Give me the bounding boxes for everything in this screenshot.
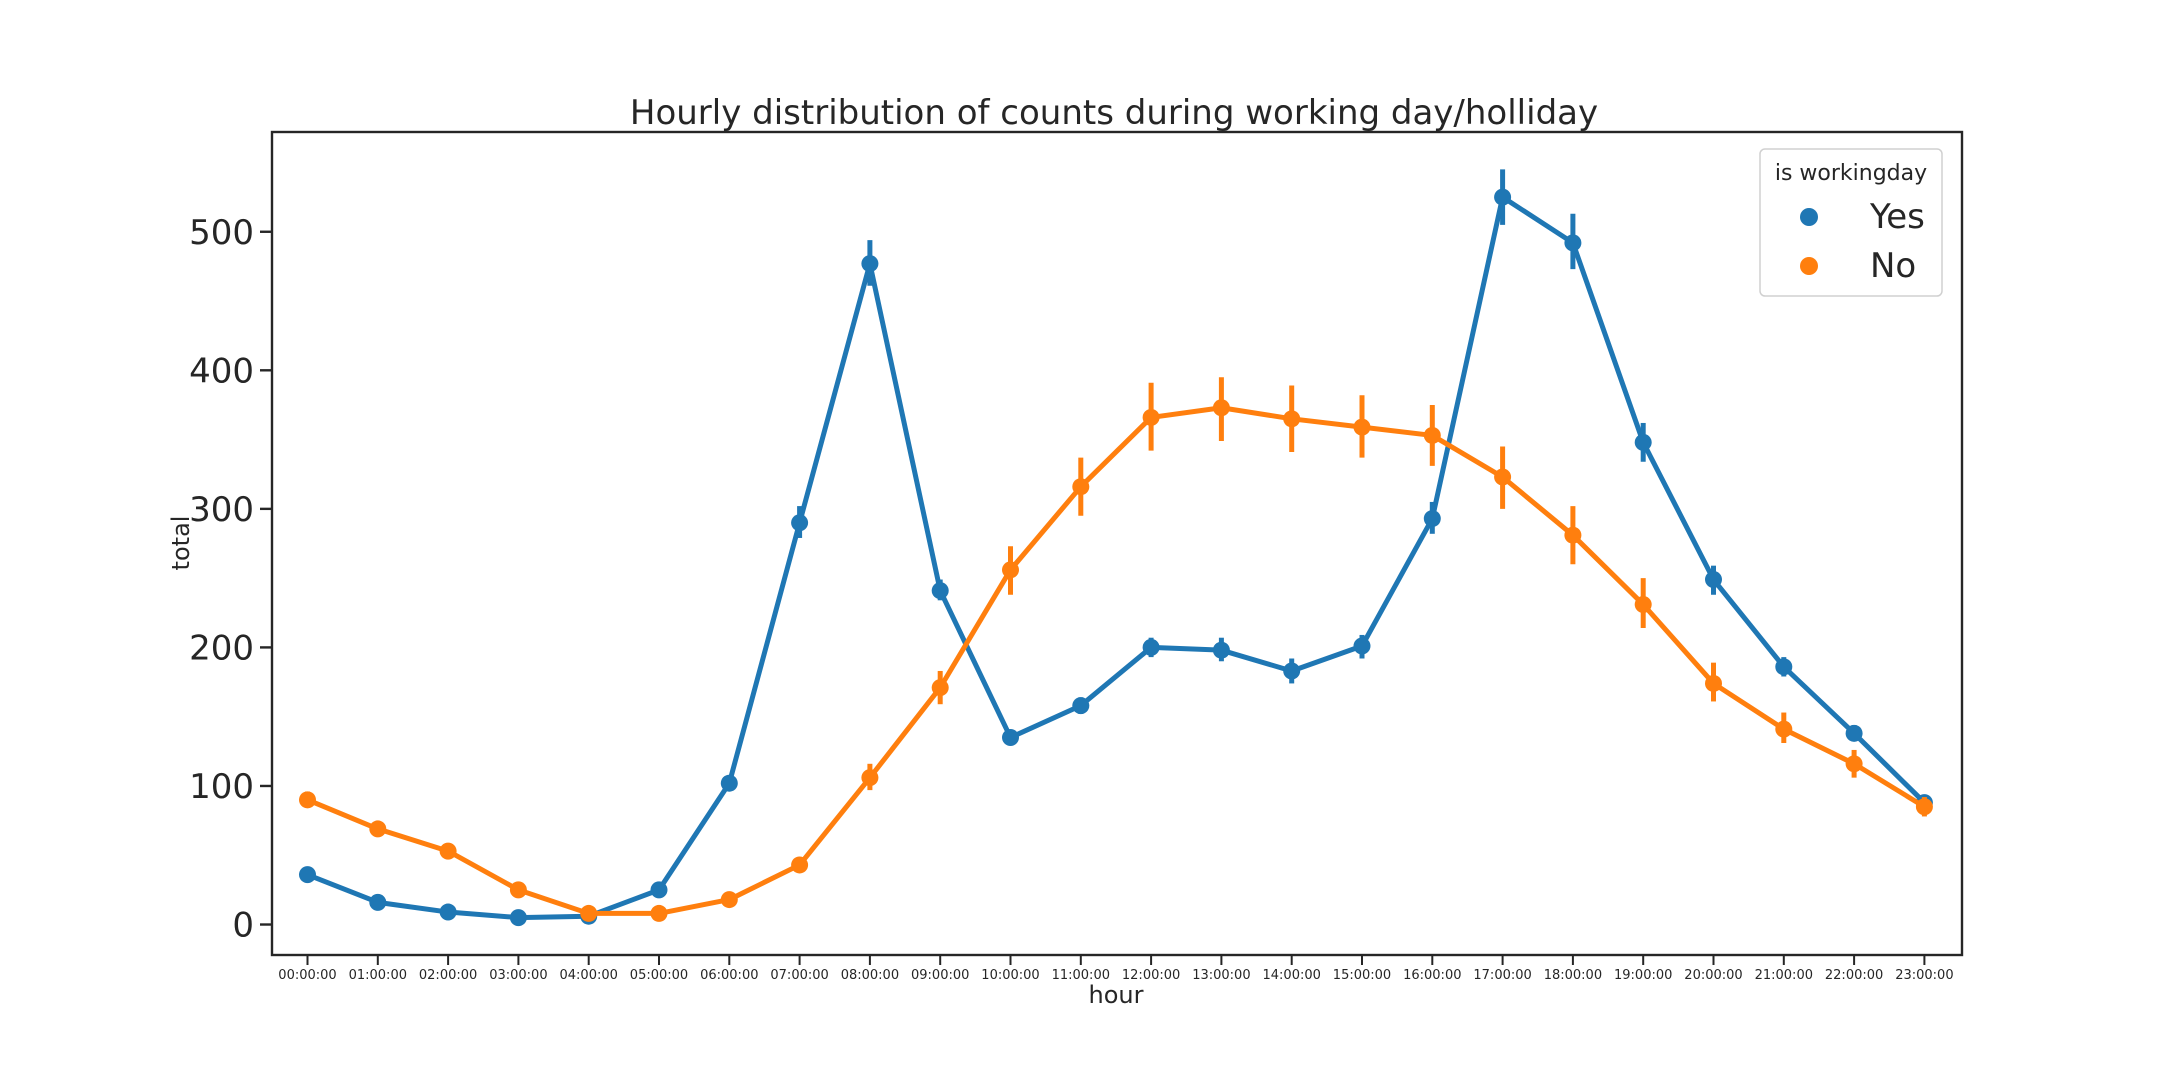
x-axis: 00:00:00 01:00:00 02:00:00 03:00:00 04:00:00… [278, 955, 1954, 983]
y-tick-label: 0 [232, 906, 254, 946]
x-tick-label: 19:00:00 [1614, 968, 1672, 983]
y-axis: 0 100 200 300 400 500 [189, 213, 272, 946]
data-point [1845, 724, 1863, 742]
series-line [305, 194, 1927, 921]
x-tick-label: 02:00:00 [419, 968, 477, 983]
x-tick-label: 01:00:00 [349, 968, 407, 983]
y-tick-label: 500 [189, 213, 254, 253]
data-point [369, 893, 387, 911]
data-point [580, 904, 598, 922]
data-point [369, 820, 387, 838]
data-point [1212, 641, 1230, 659]
x-tick-label: 00:00:00 [278, 968, 336, 983]
x-tick-label: 17:00:00 [1473, 968, 1531, 983]
data-point [1564, 234, 1582, 252]
data-point [861, 769, 879, 787]
data-point [1634, 595, 1652, 613]
legend: is workingday Yes No [1759, 148, 1943, 297]
data-point [1775, 720, 1793, 738]
data-point [439, 842, 457, 860]
x-tick-label: 07:00:00 [770, 968, 828, 983]
legend-marker-yes [1800, 208, 1818, 226]
legend-label-no: No [1870, 246, 1916, 286]
data-point [1423, 426, 1441, 444]
data-point [1142, 408, 1160, 426]
data-point [791, 514, 809, 532]
data-point [931, 582, 949, 600]
data-point [1494, 468, 1512, 486]
data-point [650, 904, 668, 922]
data-point [1423, 510, 1441, 528]
data-point [299, 866, 316, 884]
x-tick-label: 13:00:00 [1192, 968, 1250, 983]
data-point [791, 856, 809, 874]
data-point [1845, 755, 1863, 773]
data-point [1212, 399, 1230, 417]
data-point [1353, 418, 1371, 436]
data-point [1072, 478, 1090, 496]
data-point [1915, 798, 1933, 816]
x-tick-label: 05:00:00 [630, 968, 688, 983]
data-point [1142, 638, 1160, 656]
x-tick-label: 10:00:00 [981, 968, 1039, 983]
x-axis-label: hour [1089, 981, 1144, 1009]
data-point [1775, 658, 1793, 676]
y-tick-label: 100 [189, 767, 254, 807]
data-point [1002, 728, 1019, 746]
legend-title: is workingday [1775, 161, 1927, 186]
x-tick-label: 21:00:00 [1755, 968, 1813, 983]
y-tick-label: 200 [189, 628, 254, 668]
data-point [1072, 697, 1090, 715]
data-point [1283, 662, 1301, 680]
data-point [1705, 674, 1722, 692]
data-point [1634, 433, 1652, 451]
series-no [299, 377, 1933, 922]
data-point [931, 679, 949, 697]
x-tick-label: 06:00:00 [700, 968, 758, 983]
x-tick-label: 22:00:00 [1825, 968, 1883, 983]
chart-title: Hourly distribution of counts during wor… [630, 93, 1598, 133]
x-tick-label: 14:00:00 [1263, 968, 1321, 983]
x-tick-label: 15:00:00 [1333, 968, 1391, 983]
data-point [1564, 526, 1582, 544]
data-point [1002, 561, 1019, 579]
x-tick-label: 18:00:00 [1544, 968, 1602, 983]
data-point [650, 881, 668, 899]
x-tick-label: 23:00:00 [1895, 968, 1953, 983]
data-point [1494, 188, 1512, 206]
data-point [720, 891, 738, 909]
y-tick-label: 300 [189, 490, 254, 530]
x-tick-label: 04:00:00 [560, 968, 618, 983]
series-layer [299, 169, 1933, 927]
x-tick-label: 12:00:00 [1122, 968, 1180, 983]
data-point [299, 791, 316, 809]
x-tick-label: 11:00:00 [1052, 968, 1110, 983]
x-tick-label: 16:00:00 [1403, 968, 1461, 983]
x-tick-label: 08:00:00 [841, 968, 899, 983]
data-point [1283, 410, 1301, 428]
legend-label-yes: Yes [1869, 197, 1925, 237]
legend-marker-no [1800, 257, 1818, 275]
series-line [305, 405, 1927, 916]
data-point [1353, 637, 1371, 655]
data-point [509, 909, 527, 927]
data-point [720, 774, 738, 792]
data-point [439, 903, 457, 921]
x-tick-label: 09:00:00 [911, 968, 969, 983]
series-yes [299, 169, 1933, 927]
x-tick-label: 03:00:00 [489, 968, 547, 983]
y-axis-label: total [167, 516, 195, 571]
y-tick-label: 400 [189, 351, 254, 391]
plot-frame [270, 130, 1964, 957]
data-point [1705, 571, 1722, 589]
data-point [509, 881, 527, 899]
data-point [861, 255, 879, 273]
x-tick-label: 20:00:00 [1684, 968, 1742, 983]
